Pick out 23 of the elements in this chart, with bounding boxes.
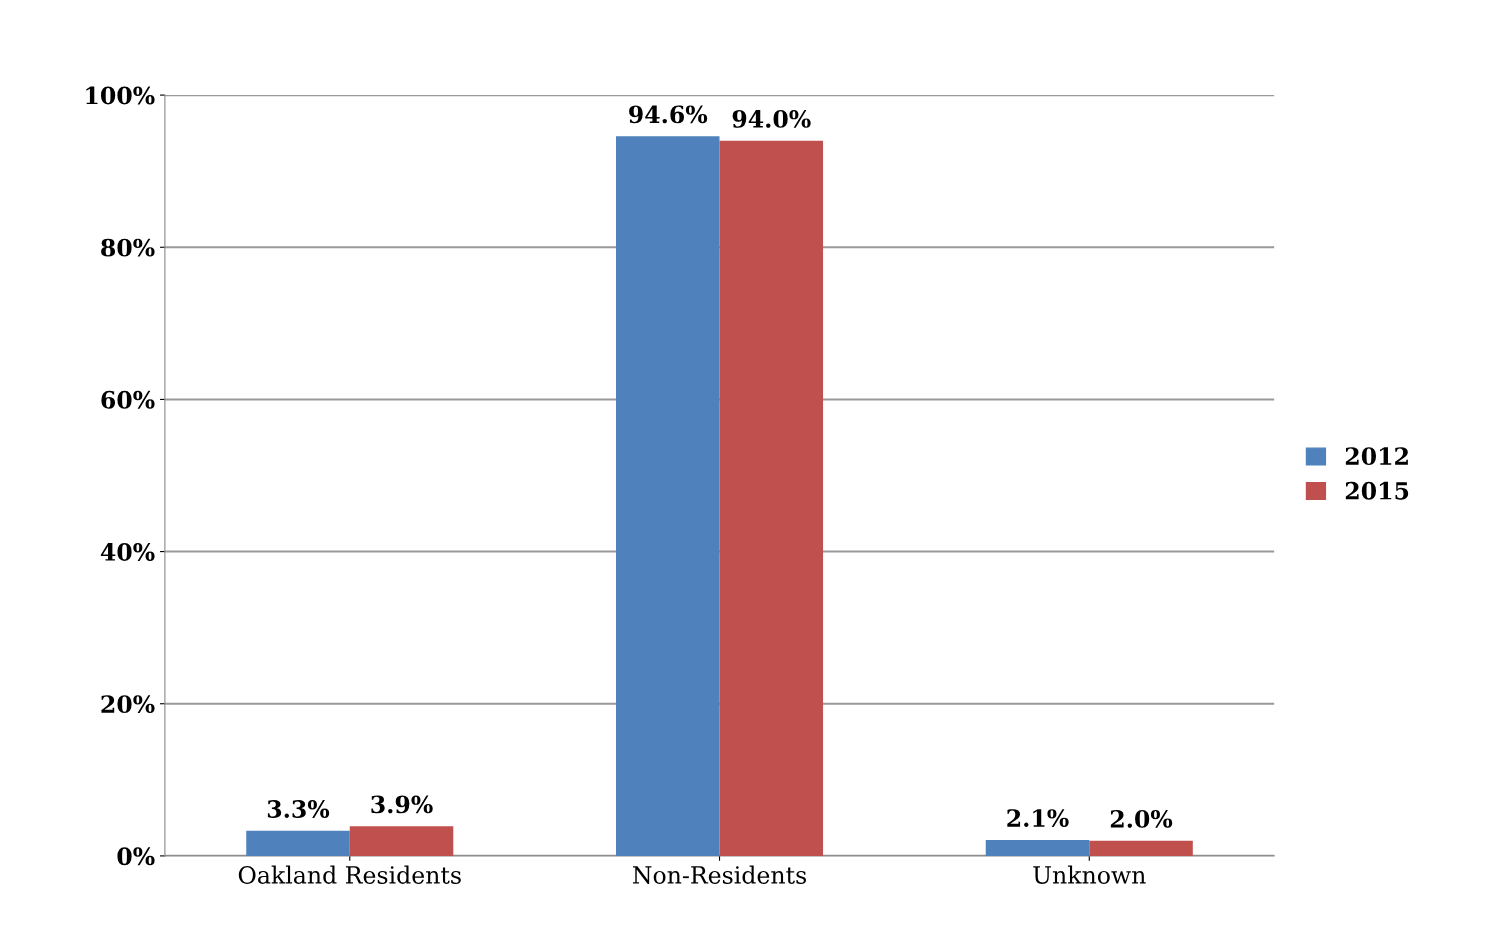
x-tick-label: Non-Residents — [632, 865, 806, 884]
bar — [1089, 840, 1193, 856]
data-label: 2.1% — [1007, 809, 1069, 828]
y-tick-label: 80% — [101, 238, 155, 257]
bar — [719, 140, 824, 856]
bar — [615, 136, 720, 856]
data-label: 3.9% — [371, 795, 433, 814]
y-tick-label: 100% — [86, 86, 155, 105]
bar — [985, 839, 1090, 856]
legend-label: 2012 — [1345, 447, 1408, 466]
x-tick-label: Oakland Residents — [238, 865, 461, 884]
y-tick-label: 0% — [117, 847, 155, 866]
y-tick-label: 60% — [101, 390, 155, 409]
data-label: 94.0% — [732, 109, 811, 128]
data-label: 94.6% — [629, 105, 708, 124]
bar — [246, 830, 350, 856]
legend-label: 2015 — [1345, 481, 1409, 500]
data-label: 2.0% — [1110, 809, 1173, 828]
data-label: 3.3% — [267, 800, 330, 818]
y-tick-label: 20% — [101, 695, 155, 714]
bar — [349, 826, 454, 856]
y-tick-label: 40% — [100, 543, 155, 561]
x-tick-label: Unknown — [1033, 865, 1146, 884]
